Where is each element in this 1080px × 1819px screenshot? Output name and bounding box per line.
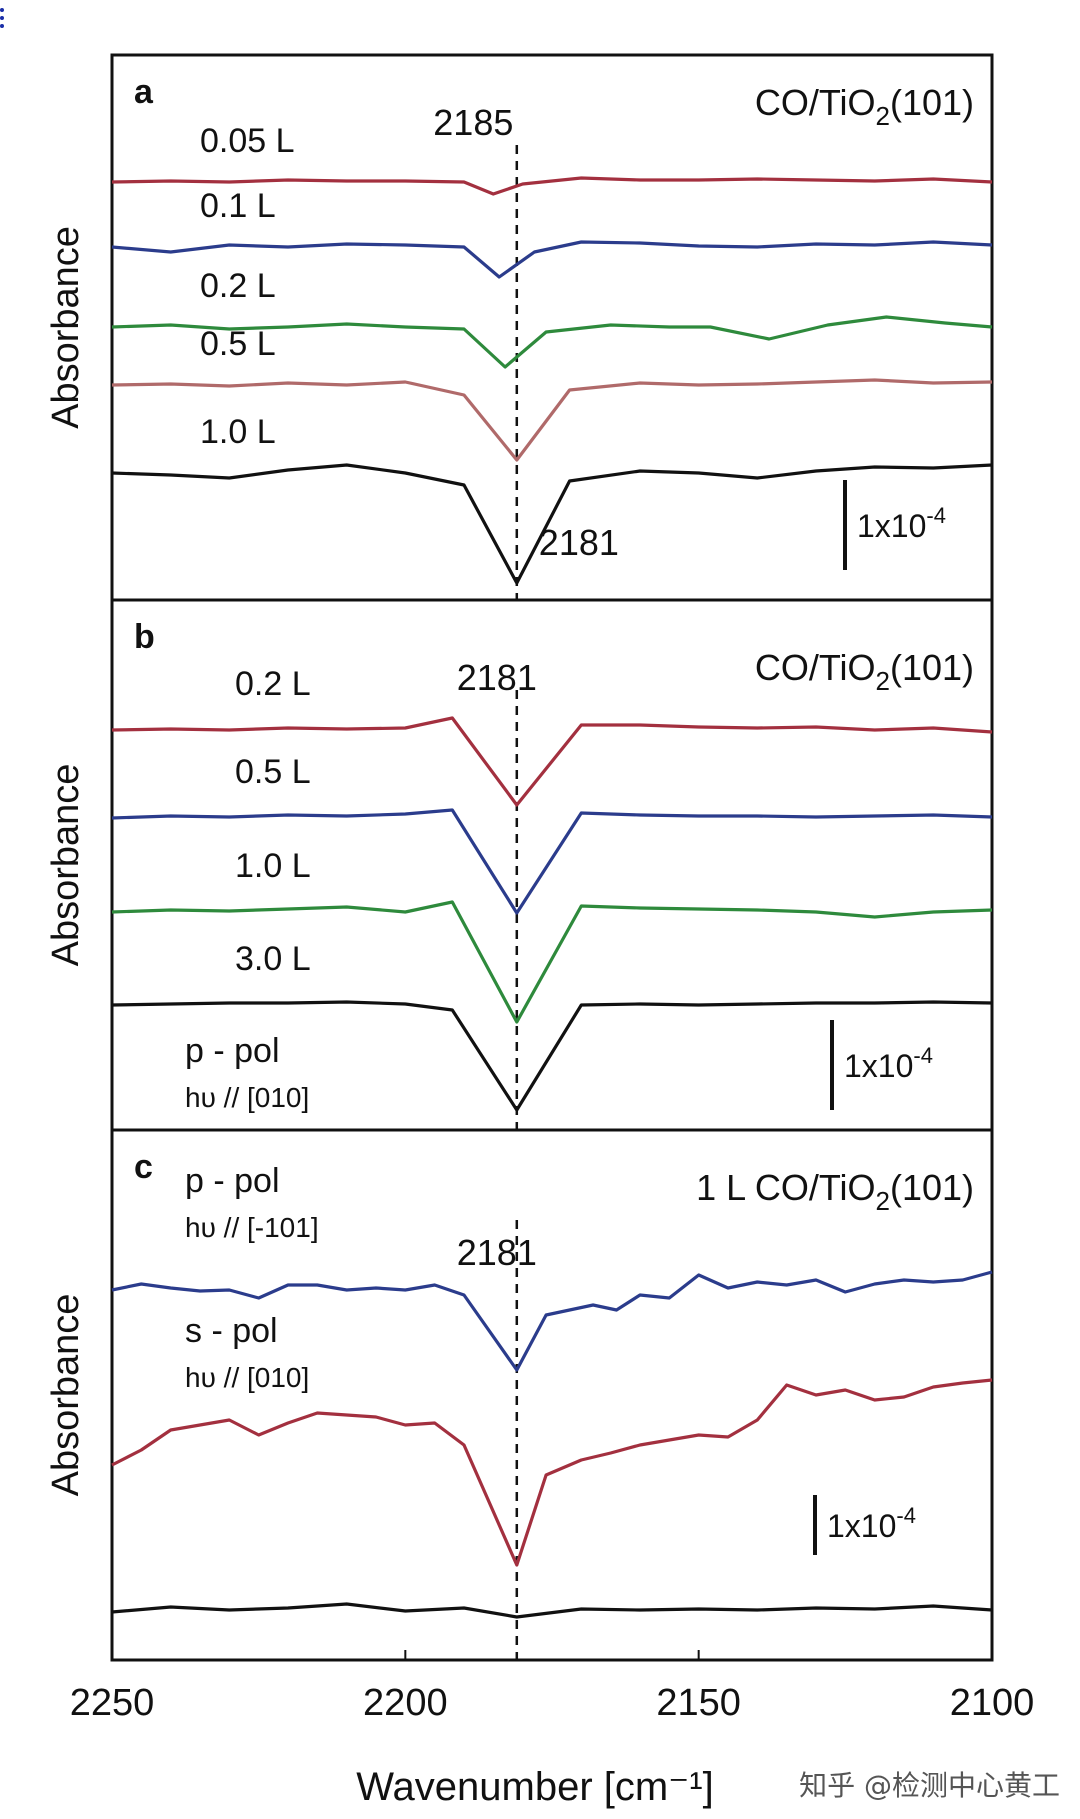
series-label: 0.2 L bbox=[235, 665, 311, 703]
series-line bbox=[111, 716, 993, 807]
series-line bbox=[111, 1000, 993, 1112]
y-axis-label: Absorbance bbox=[45, 764, 87, 967]
series-line bbox=[111, 463, 993, 585]
series-label: 0.1 L bbox=[200, 187, 276, 225]
panel-c: c 1 L CO/TiO2(101) Absorbance 2181 1x10-4 p -… bbox=[45, 1032, 994, 1662]
series-label: s - pol bbox=[185, 1312, 278, 1350]
x-axis-label: Wavenumber [cm⁻¹] bbox=[356, 1765, 713, 1809]
panel-letter: b bbox=[134, 618, 155, 656]
series-line bbox=[111, 900, 993, 1024]
series-label: 0.5 L bbox=[235, 753, 311, 791]
peak-label: 2181 bbox=[539, 522, 619, 563]
scale-bar-label: 1x10-4 bbox=[857, 503, 946, 544]
x-tick-label: 2200 bbox=[363, 1682, 448, 1724]
scale-bar-label: 1x10-4 bbox=[827, 1503, 916, 1544]
corner-marker bbox=[0, 8, 10, 28]
panels-layer: a CO/TiO2(101) Absorbance 2185 2181 1x10-4 0.0… bbox=[45, 53, 994, 1662]
series-line bbox=[111, 1602, 993, 1619]
x-tick-label: 2250 bbox=[70, 1682, 155, 1724]
panel-title: CO/TiO2(101) bbox=[755, 647, 974, 696]
peak-label: 2185 bbox=[433, 102, 513, 143]
series-label: 0.05 L bbox=[200, 122, 295, 160]
panel-letter: c bbox=[134, 1148, 153, 1186]
y-axis-label: Absorbance bbox=[45, 1294, 87, 1497]
panel-b: b CO/TiO2(101) Absorbance 2181 1x10-4 0.2 L 0.… bbox=[45, 598, 994, 1132]
series-label: p - pol bbox=[185, 1162, 280, 1200]
series-line bbox=[111, 240, 993, 279]
x-tick-label: 2100 bbox=[950, 1682, 1035, 1724]
x-axis: 2250 2200 2150 2100 bbox=[70, 1650, 1035, 1724]
series-line bbox=[111, 315, 993, 369]
series-label: 3.0 L bbox=[235, 940, 311, 978]
series-line bbox=[111, 1378, 993, 1567]
watermark-text: 知乎 @检测中心黄工 bbox=[799, 1769, 1060, 1802]
peak-label: 2181 bbox=[457, 1232, 537, 1273]
series-line bbox=[111, 378, 993, 462]
series-label: 0.2 L bbox=[200, 267, 276, 305]
series-label: 1.0 L bbox=[235, 847, 311, 885]
panel-letter: a bbox=[134, 73, 154, 111]
peak-label: 2181 bbox=[457, 657, 537, 698]
panel-a: a CO/TiO2(101) Absorbance 2185 2181 1x10-4 0.0… bbox=[45, 53, 994, 602]
series-line bbox=[111, 1270, 993, 1372]
series-sublabel: hυ // [-101] bbox=[185, 1212, 319, 1243]
series-label: 0.5 L bbox=[200, 325, 276, 363]
panel-frame bbox=[110, 1128, 994, 1662]
series-sublabel: hυ // [010] bbox=[185, 1362, 309, 1393]
panel-title: 1 L CO/TiO2(101) bbox=[696, 1167, 974, 1216]
scale-bar-label: 1x10-4 bbox=[844, 1043, 933, 1084]
series-sublabel: hυ // [010] bbox=[185, 1082, 309, 1113]
series-line bbox=[111, 176, 993, 196]
x-tick-label: 2150 bbox=[656, 1682, 741, 1724]
y-axis-label: Absorbance bbox=[45, 226, 87, 429]
series-line bbox=[111, 808, 993, 915]
series-label: p - pol bbox=[185, 1032, 280, 1070]
series-label: 1.0 L bbox=[200, 413, 276, 451]
panel-title: CO/TiO2(101) bbox=[755, 82, 974, 131]
